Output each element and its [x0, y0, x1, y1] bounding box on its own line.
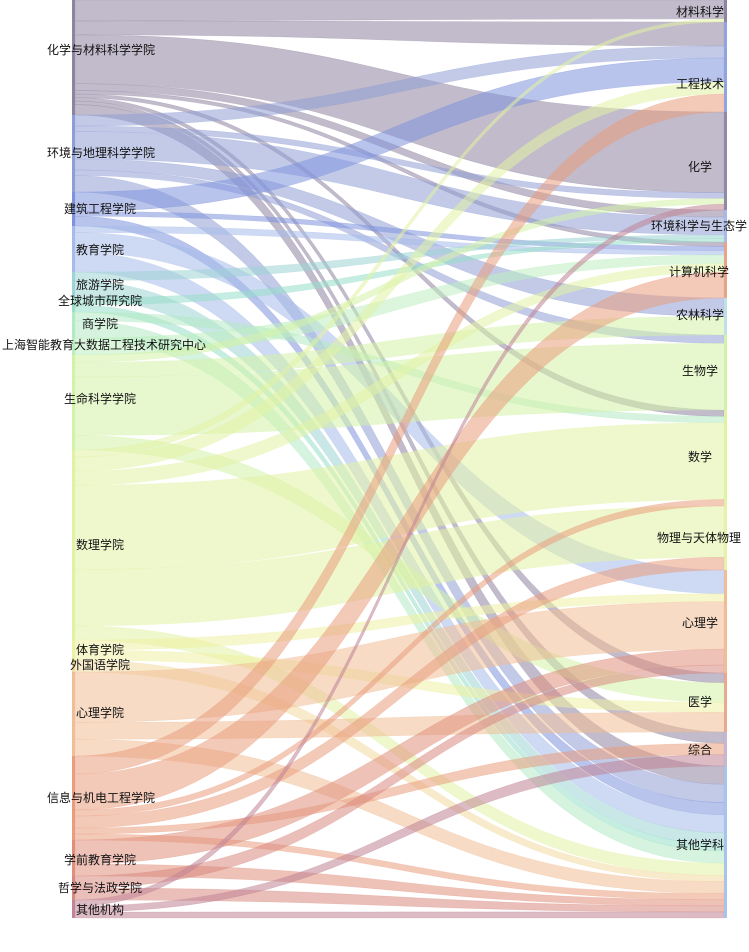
- target-node: [724, 732, 727, 766]
- target-node: [724, 22, 727, 112]
- target-node: [724, 335, 727, 410]
- source-node: [72, 226, 75, 272]
- source-node: [72, 298, 75, 312]
- target-label: 综合: [688, 742, 712, 757]
- source-node: [72, 192, 75, 226]
- source-node: [72, 450, 75, 640]
- target-label: 环境科学与生态学: [651, 218, 747, 233]
- source-label: 信息与机电工程学院: [47, 790, 155, 805]
- source-node: [72, 355, 75, 450]
- source-node: [72, 876, 75, 900]
- flow-link: [74, 911, 725, 919]
- target-label: 医学: [688, 694, 712, 709]
- source-label: 其他机构: [76, 902, 124, 917]
- target-label: 其他学科: [676, 837, 724, 852]
- source-label: 化学与材料科学学院: [47, 42, 155, 57]
- source-node: [72, 840, 75, 876]
- source-node: [72, 115, 75, 192]
- source-node: [72, 640, 75, 660]
- source-node: [72, 900, 75, 918]
- source-labels: 化学与材料科学学院环境与地理科学学院建筑工程学院教育学院旅游学院全球城市研究院商…: [2, 42, 206, 917]
- source-label: 全球城市研究院: [58, 293, 142, 308]
- source-node: [72, 312, 75, 338]
- source-label: 建筑工程学院: [64, 201, 136, 216]
- target-node: [724, 210, 727, 242]
- source-label: 商学院: [82, 316, 118, 331]
- source-label: 生命科学学院: [64, 391, 136, 406]
- source-label: 数理学院: [76, 537, 124, 552]
- source-node: [72, 0, 75, 115]
- target-node: [724, 298, 727, 335]
- target-label: 计算机科学: [669, 264, 729, 279]
- target-nodes: [724, 0, 727, 918]
- flow-link: [74, 271, 725, 811]
- source-label: 外国语学院: [70, 657, 130, 672]
- target-node: [724, 0, 727, 22]
- source-label: 教育学院: [76, 242, 124, 257]
- target-node: [724, 766, 727, 918]
- target-node: [724, 506, 727, 570]
- target-label: 生物学: [682, 363, 718, 378]
- source-label: 上海智能教育大数据工程技术研究中心: [2, 337, 206, 352]
- target-labels: 材料科学工程技术化学环境科学与生态学计算机科学农林科学生物学数学物理与天体物理心…: [651, 4, 747, 852]
- target-label: 心理学: [682, 615, 718, 630]
- source-nodes: [72, 0, 75, 918]
- flow-link: [74, 343, 725, 436]
- target-node: [724, 673, 727, 732]
- flow-links: [74, 0, 725, 919]
- target-node: [724, 112, 727, 210]
- target-label: 材料科学: [676, 4, 724, 19]
- source-node: [72, 672, 75, 756]
- source-node: [72, 660, 75, 672]
- target-label: 数学: [688, 449, 712, 464]
- target-label: 农林科学: [676, 307, 724, 322]
- target-label: 工程技术: [676, 76, 724, 91]
- source-label: 体育学院: [76, 642, 124, 657]
- source-node: [72, 272, 75, 298]
- target-node: [724, 242, 727, 298]
- source-label: 哲学与法政学院: [58, 880, 142, 895]
- source-node: [72, 338, 75, 355]
- target-label: 物理与天体物理: [657, 531, 741, 545]
- target-label: 化学: [688, 159, 712, 174]
- target-node: [724, 570, 727, 673]
- source-label: 旅游学院: [76, 277, 124, 292]
- source-node: [72, 756, 75, 840]
- source-label: 环境与地理科学学院: [47, 145, 155, 160]
- flow-link: [74, 0, 725, 22]
- source-label: 学前教育学院: [64, 852, 136, 867]
- source-label: 心理学院: [76, 705, 124, 720]
- target-node: [724, 410, 727, 506]
